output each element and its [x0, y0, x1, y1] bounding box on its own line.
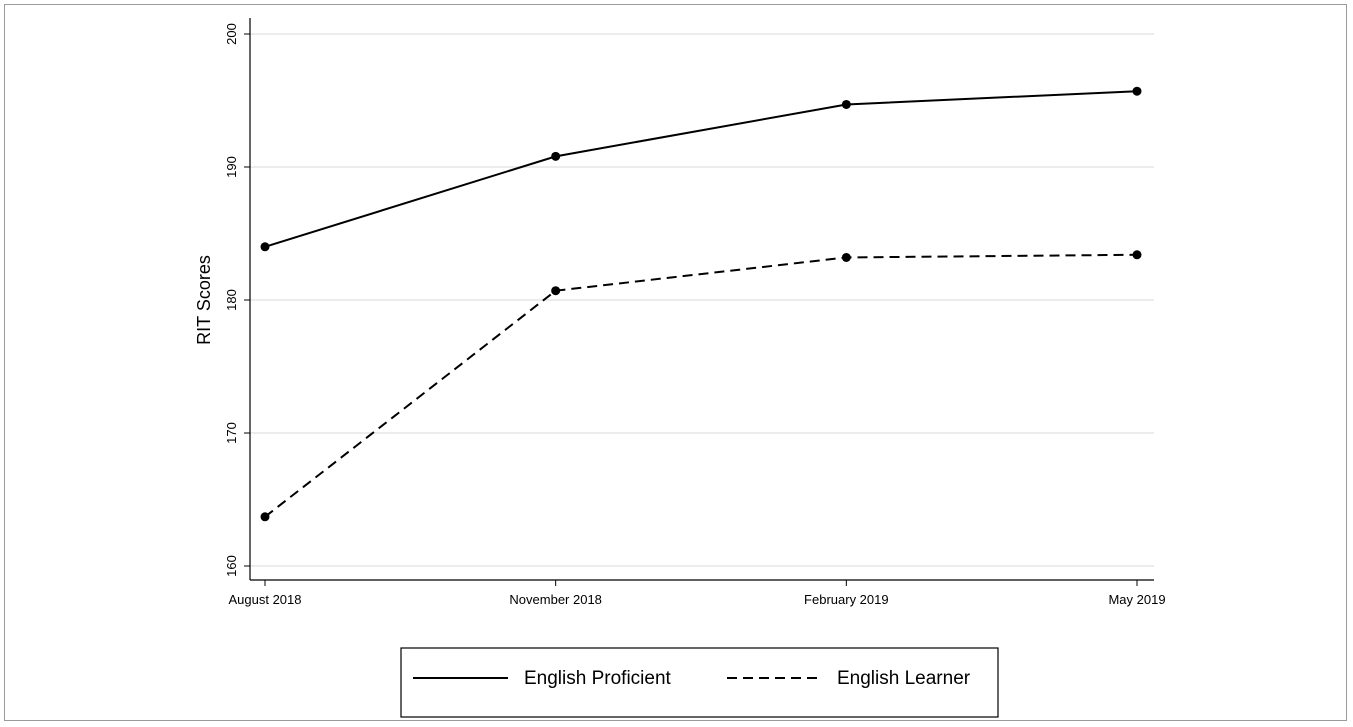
series-lines [260, 86, 1142, 522]
y-tick-label: 180 [224, 289, 239, 311]
y-tick-label: 200 [224, 23, 239, 45]
y-tick-label: 170 [224, 422, 239, 444]
legend-label-english-learner: English Learner [837, 668, 971, 689]
series-line-english-proficient [264, 90, 1138, 248]
data-point-english-learner [551, 286, 561, 296]
legend-label-english-proficient: English Proficient [524, 668, 672, 689]
data-point-english-proficient [260, 242, 270, 252]
y-tick-label: 160 [224, 555, 239, 577]
axes [244, 18, 1154, 586]
y-tick-label: 190 [224, 156, 239, 178]
x-tick-label: August 2018 [228, 592, 301, 607]
x-tick-label: November 2018 [509, 592, 602, 607]
legend: English Proficient English Learner [400, 647, 999, 718]
x-tick-label: May 2019 [1108, 592, 1165, 607]
data-point-english-learner [841, 252, 851, 262]
grid-lines [250, 33, 1154, 567]
figure-frame [4, 4, 1347, 721]
data-point-english-proficient [551, 151, 561, 161]
data-point-english-learner [260, 512, 270, 522]
legend-box [400, 647, 999, 718]
series-line-english-learner [264, 253, 1138, 518]
x-tick-label: February 2019 [804, 592, 889, 607]
data-point-english-proficient [1132, 86, 1142, 96]
x-tick-labels: August 2018 November 2018 February 2019 May… [228, 592, 1165, 607]
y-axis-title: RIT Scores [194, 255, 214, 345]
data-point-english-learner [1132, 250, 1142, 260]
data-point-english-proficient [841, 99, 851, 109]
y-tick-labels: 160 170 180 190 200 [224, 23, 239, 577]
